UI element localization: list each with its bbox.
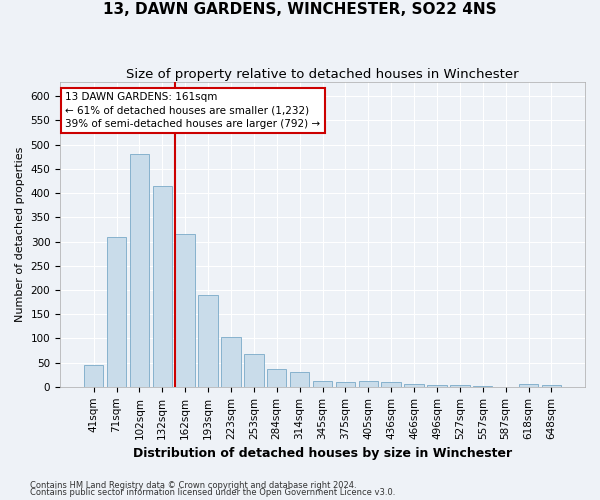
X-axis label: Distribution of detached houses by size in Winchester: Distribution of detached houses by size …: [133, 447, 512, 460]
Bar: [130, 154, 149, 387]
Bar: [542, 386, 561, 387]
Bar: [107, 236, 126, 387]
Text: 13 DAWN GARDENS: 161sqm
← 61% of detached houses are smaller (1,232)
39% of semi: 13 DAWN GARDENS: 161sqm ← 61% of detache…: [65, 92, 320, 128]
Y-axis label: Number of detached properties: Number of detached properties: [15, 146, 25, 322]
Text: Contains public sector information licensed under the Open Government Licence v3: Contains public sector information licen…: [30, 488, 395, 497]
Bar: [244, 354, 263, 387]
Bar: [290, 372, 310, 387]
Text: Contains HM Land Registry data © Crown copyright and database right 2024.: Contains HM Land Registry data © Crown c…: [30, 480, 356, 490]
Bar: [84, 365, 103, 387]
Bar: [519, 384, 538, 387]
Bar: [473, 386, 493, 387]
Title: Size of property relative to detached houses in Winchester: Size of property relative to detached ho…: [126, 68, 519, 80]
Bar: [267, 369, 286, 387]
Bar: [152, 186, 172, 387]
Bar: [335, 382, 355, 387]
Text: 13, DAWN GARDENS, WINCHESTER, SO22 4NS: 13, DAWN GARDENS, WINCHESTER, SO22 4NS: [103, 2, 497, 18]
Bar: [221, 338, 241, 387]
Bar: [450, 386, 470, 387]
Bar: [175, 234, 195, 387]
Bar: [313, 380, 332, 387]
Bar: [427, 385, 446, 387]
Bar: [359, 381, 378, 387]
Bar: [404, 384, 424, 387]
Bar: [382, 382, 401, 387]
Bar: [199, 295, 218, 387]
